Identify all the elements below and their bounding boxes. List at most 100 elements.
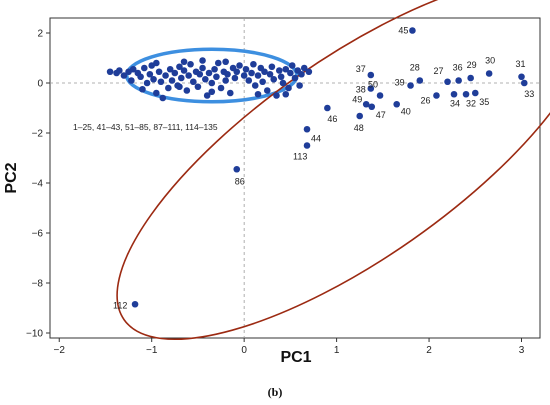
- data-point-label: 29: [467, 60, 477, 70]
- data-point: [171, 69, 179, 77]
- data-point: [165, 84, 172, 92]
- data-point: [208, 88, 216, 96]
- data-point: [137, 73, 144, 81]
- labeled-data-point: [367, 85, 375, 92]
- labeled-data-point: [467, 74, 474, 82]
- data-point-label: 31: [516, 59, 526, 69]
- data-point: [187, 60, 194, 68]
- data-point: [226, 89, 234, 97]
- plot-frame: [49, 17, 541, 339]
- labeled-data-point: [462, 90, 470, 98]
- data-point-label: 26: [420, 96, 430, 106]
- labeled-data-point: [416, 77, 424, 84]
- data-point-label: 34: [450, 98, 460, 108]
- data-point: [242, 65, 250, 73]
- data-point-label: 45: [398, 26, 408, 36]
- data-point-label: 47: [376, 110, 386, 120]
- data-point: [305, 68, 313, 76]
- data-point-label: 28: [410, 63, 420, 73]
- cluster-points: [106, 57, 313, 102]
- y-axis-label: PC2: [3, 162, 20, 193]
- data-point: [250, 60, 257, 68]
- data-point: [288, 62, 296, 69]
- data-point: [146, 70, 154, 78]
- data-point: [162, 72, 169, 79]
- data-point-label: 50: [368, 80, 378, 90]
- data-point: [279, 79, 287, 87]
- data-point-label: 44: [311, 133, 321, 143]
- data-point: [240, 72, 248, 79]
- data-point: [128, 77, 135, 84]
- data-point: [141, 64, 148, 72]
- data-point-label: 49: [352, 94, 362, 104]
- data-point-label: 37: [356, 64, 366, 74]
- data-point: [287, 69, 294, 77]
- labeled-data-point: [433, 92, 440, 99]
- data-point-label: 38: [356, 85, 366, 95]
- data-point-label: 86: [235, 176, 245, 186]
- data-point: [153, 89, 160, 97]
- data-point: [282, 90, 290, 98]
- data-point: [248, 69, 255, 77]
- data-point: [180, 58, 188, 66]
- data-point-label: 46: [327, 114, 337, 124]
- data-point-label: 113: [293, 152, 307, 162]
- data-point: [275, 67, 283, 74]
- labeled-data-point: [362, 100, 370, 108]
- y-tick-label: 0: [37, 79, 43, 90]
- y-tick-label: −8: [32, 279, 44, 290]
- data-point: [150, 75, 157, 83]
- group-ellipse: [116, 0, 550, 341]
- data-point: [180, 67, 188, 74]
- data-point-label: 48: [354, 123, 364, 133]
- data-point: [120, 72, 128, 79]
- data-point-label: 32: [466, 98, 476, 108]
- data-point: [157, 78, 165, 86]
- data-point: [259, 78, 266, 86]
- x-tick-label: −1: [146, 345, 158, 356]
- labeled-data-point: [520, 79, 528, 87]
- data-point: [291, 74, 299, 82]
- data-point: [222, 58, 229, 66]
- data-point: [211, 65, 218, 73]
- data-point: [153, 59, 160, 67]
- data-point-label: 35: [479, 97, 489, 107]
- labeled-data-point: [368, 103, 376, 111]
- data-point: [254, 90, 262, 98]
- x-axis-ticks: −2 −1 0 1 2 3: [54, 338, 525, 356]
- data-point: [168, 77, 176, 84]
- data-point: [202, 75, 209, 83]
- data-point-label: 33: [524, 89, 534, 99]
- y-tick-label: −10: [26, 329, 43, 340]
- labeled-data-point: [303, 125, 311, 133]
- data-point: [245, 77, 253, 84]
- data-point: [263, 87, 271, 94]
- x-tick-label: 0: [241, 345, 247, 356]
- data-point-label: 27: [434, 66, 444, 76]
- labeled-points: 45 37 38 28 27 36 29 30 31 33 50 39 26 34 32 35 49 40 47 46…: [113, 26, 534, 311]
- data-point: [159, 94, 167, 102]
- y-tick-label: −2: [32, 129, 44, 140]
- data-point: [282, 65, 290, 73]
- data-point: [116, 67, 123, 74]
- y-axis-ticks: 2 0 −2 −4 −6 −8 −10: [26, 29, 50, 340]
- y-tick-label: 2: [37, 29, 43, 40]
- figure-caption: (b): [268, 385, 283, 399]
- data-point: [155, 68, 163, 76]
- data-point: [298, 70, 305, 78]
- labeled-data-point: [518, 73, 525, 81]
- data-point: [166, 65, 174, 73]
- data-point: [194, 83, 202, 91]
- y-tick-label: −6: [32, 229, 44, 240]
- data-point: [203, 92, 211, 99]
- data-point: [285, 84, 292, 92]
- labeled-data-point: [131, 300, 139, 308]
- data-point: [176, 63, 183, 71]
- data-point: [139, 85, 146, 93]
- x-tick-label: −2: [54, 345, 66, 356]
- data-point: [176, 83, 183, 91]
- labeled-data-point: [356, 112, 364, 120]
- data-point: [190, 78, 197, 86]
- labeled-data-point: [233, 165, 241, 173]
